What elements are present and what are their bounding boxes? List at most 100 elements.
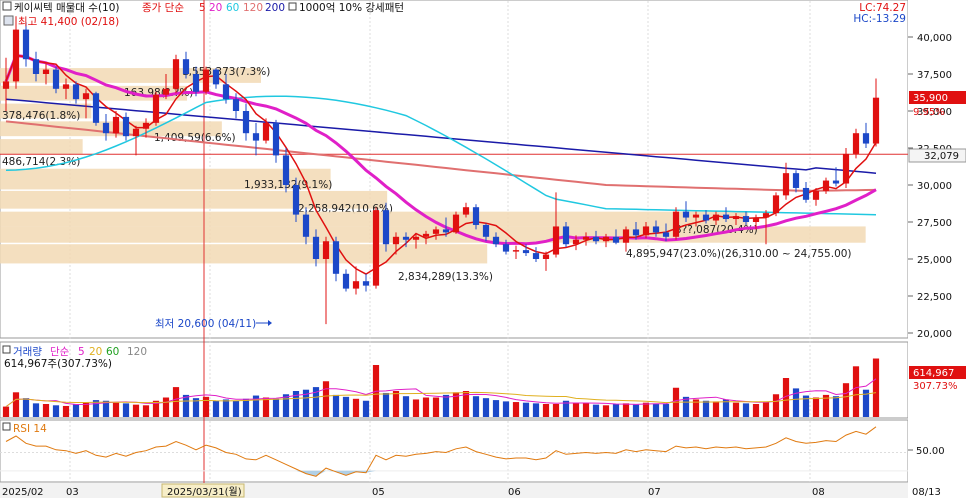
- volume-bar: [352, 398, 360, 417]
- vol-ma-period-120: 120: [127, 346, 147, 358]
- ref-price-label: 32,079: [924, 151, 959, 162]
- candle-body: [572, 239, 580, 245]
- volume-bar: [172, 387, 180, 417]
- volume-badge: [909, 366, 966, 379]
- volume-bar: [512, 402, 520, 417]
- price-tick-label: 20,000: [917, 329, 952, 340]
- volume-bar: [822, 394, 830, 417]
- volume-bar: [92, 400, 100, 417]
- volume-bar: [492, 400, 500, 417]
- volume-bar: [462, 391, 470, 417]
- volume-bar: [82, 402, 90, 417]
- candle-body: [682, 211, 690, 218]
- volume-bar: [102, 400, 110, 417]
- rsi-line: [0, 426, 908, 477]
- price-tick-label: 37,500: [917, 70, 952, 81]
- candle-body: [102, 122, 110, 134]
- candle-body: [182, 59, 190, 74]
- candle-body: [372, 210, 380, 286]
- volume-bar: [422, 397, 430, 417]
- candle-body: [52, 69, 60, 89]
- candle-body: [752, 217, 760, 222]
- rsi-label: RSI 14: [13, 423, 47, 435]
- volume-bar: [442, 394, 450, 417]
- rsi-tick-50: 50.00: [916, 446, 945, 457]
- volume-bar: [752, 404, 760, 417]
- rsi-panel[interactable]: [0, 419, 909, 483]
- volume-bar: [622, 403, 630, 417]
- candle-body: [772, 195, 780, 214]
- volume-bar: [842, 383, 850, 417]
- volume-bar: [682, 396, 690, 417]
- low-arrowhead-icon: [268, 320, 272, 326]
- volume-bar: [742, 403, 750, 417]
- candle-body: [272, 122, 280, 156]
- volume-bar: [852, 366, 860, 417]
- volume-bar: [562, 400, 570, 417]
- candle-body: [542, 254, 550, 259]
- candle-body: [122, 116, 130, 137]
- volume-bar: [192, 398, 200, 417]
- candle-body: [142, 122, 150, 129]
- volume-bar: [252, 395, 260, 417]
- x-axis-label: 03: [66, 487, 79, 498]
- volume-bar: [382, 392, 390, 417]
- volume-bar: [782, 378, 790, 417]
- volume-bar: [532, 403, 540, 417]
- ma-period-200: 200: [265, 2, 285, 14]
- candle-body: [252, 133, 260, 141]
- volume-bar: [292, 391, 300, 417]
- stock-label: 케이씨텍 매물대 수(10): [14, 2, 120, 14]
- pattern-checkbox-icon[interactable]: [288, 2, 297, 11]
- x-axis-labels: 2025/02 03 2025/03/31(월) 05 06 07 08 08/13: [2, 483, 941, 498]
- candle-body: [302, 214, 310, 237]
- volume-bar: [522, 402, 530, 417]
- candle-body: [82, 93, 90, 100]
- vol-ma-period-60: 60: [106, 346, 119, 358]
- candle-body: [812, 190, 820, 200]
- rsi-line: [5, 426, 877, 477]
- candle-body: [22, 29, 30, 60]
- candle-body: [702, 214, 710, 221]
- candle-body: [392, 236, 400, 245]
- volume-bar: [862, 389, 870, 417]
- hc-label: HC:-13.29: [853, 13, 906, 25]
- volume-bar: [712, 401, 720, 417]
- volume-label: 거래량: [13, 346, 42, 358]
- candle-body: [832, 180, 840, 184]
- volume-bar: [282, 394, 290, 417]
- candle-body: [802, 187, 810, 200]
- ma5-line: [5, 54, 877, 275]
- volume-value-label: 614,967주(307.73%): [4, 358, 112, 370]
- volume-profile-label: 486,714(2.3%): [2, 156, 80, 168]
- price-tick-label: 27,500: [917, 218, 952, 229]
- volume-bar: [52, 405, 60, 417]
- x-axis-area: [0, 483, 908, 498]
- volume-bar: [802, 395, 810, 417]
- volume-ma20-line: [5, 391, 877, 408]
- high-label: 최고 41,400 (02/18): [18, 16, 119, 28]
- rsi-menu-icon[interactable]: [2, 422, 11, 431]
- candle-body: [482, 224, 490, 237]
- volume-menu-icon[interactable]: [2, 345, 11, 354]
- candle-body: [432, 229, 440, 234]
- moving-averages: [4, 53, 877, 275]
- x-axis-label: 08/13: [912, 487, 941, 498]
- volume-bar: [162, 397, 170, 417]
- candle-body: [232, 99, 240, 111]
- volume-bar: [552, 404, 560, 417]
- panel-menu-icon[interactable]: [2, 1, 12, 11]
- candle-body: [502, 244, 510, 252]
- x-axis-label: 08: [812, 487, 825, 498]
- candle-body: [72, 84, 80, 100]
- y-axis-area: [908, 0, 966, 498]
- volume-bar: [42, 404, 50, 417]
- volume-badge-value: 614,967: [913, 368, 954, 379]
- candle-body: [852, 133, 860, 154]
- candle-body: [42, 69, 50, 74]
- lc-label: LC:74.27: [859, 2, 906, 14]
- candle-body: [112, 116, 120, 134]
- candle-body: [722, 214, 730, 220]
- volume-bar: [502, 401, 510, 417]
